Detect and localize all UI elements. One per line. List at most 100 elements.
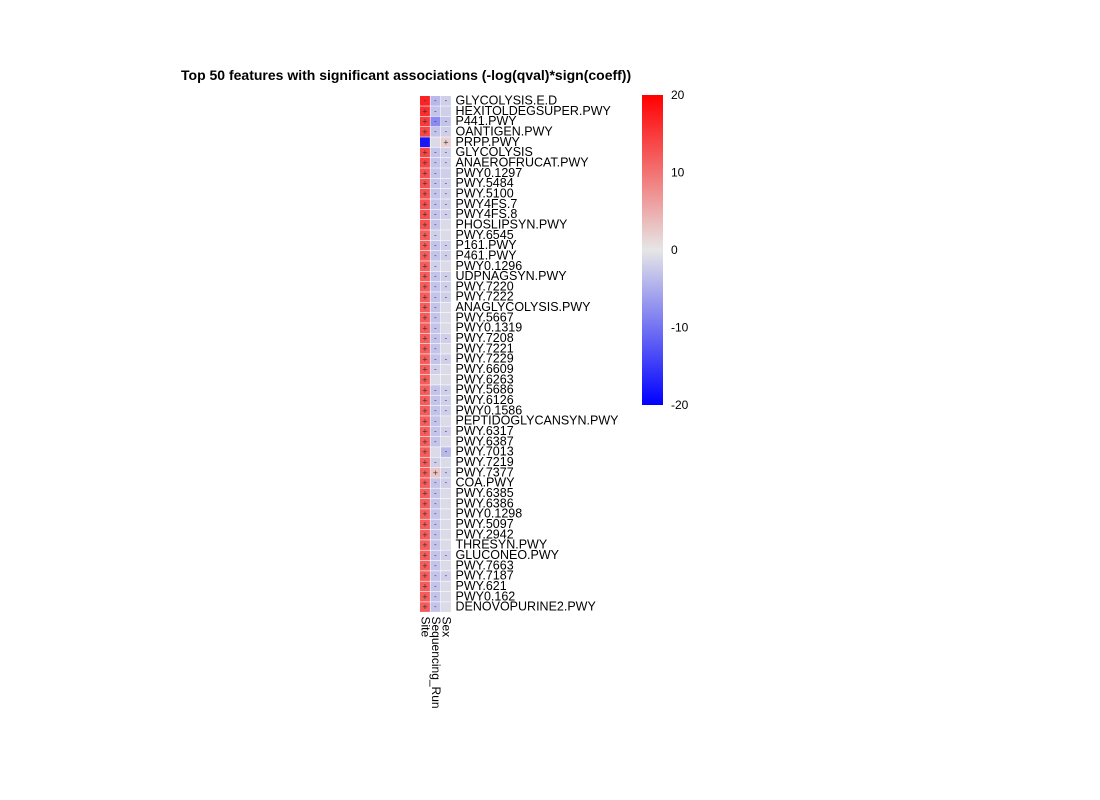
cell-sign-label: - [445, 572, 448, 580]
cell-sign-label: + [422, 583, 428, 591]
heatmap-cell [430, 261, 441, 272]
cell-sign-label: + [422, 593, 428, 601]
heatmap-cell [441, 581, 451, 592]
heatmap-cell [441, 550, 451, 561]
row-label: PRPP.PWY [456, 135, 521, 149]
heatmap-cell [441, 560, 451, 571]
cell-sign-label: + [422, 531, 428, 539]
cell-sign-label: - [434, 407, 437, 415]
heatmap-cells [420, 96, 451, 612]
row-label: PWY.7221 [456, 341, 514, 355]
cell-sign-label: - [445, 211, 448, 219]
row-label: P461.PWY [456, 248, 518, 262]
cell-sign-label: + [422, 200, 428, 208]
heatmap-cell [420, 529, 430, 540]
heatmap-cell [441, 292, 451, 302]
cell-sign-label: - [434, 521, 437, 529]
heatmap-cell [441, 364, 451, 375]
cell-sign-label: + [422, 541, 428, 549]
heatmap-cell [441, 323, 451, 333]
cell-sign-label: - [434, 562, 437, 570]
heatmap-cell [420, 509, 430, 519]
heatmap-cell [441, 137, 451, 148]
heatmap-cell [441, 116, 451, 127]
cell-sign-label: - [434, 490, 437, 498]
cell-sign-label: + [422, 169, 428, 177]
cell-sign-label: + [422, 500, 428, 508]
cell-sign-label: - [445, 273, 448, 281]
heatmap-cell [430, 106, 441, 117]
heatmap-cell [441, 416, 451, 426]
row-label: PWY.2942 [456, 527, 514, 541]
heatmap-cell [420, 581, 430, 592]
heatmap-cell [420, 116, 430, 127]
cell-sign-label: - [434, 593, 437, 601]
heatmap-cell [430, 333, 441, 344]
row-label: PWY.6317 [456, 424, 514, 438]
row-label: PWY.7219 [456, 455, 514, 469]
heatmap-cell [430, 116, 441, 127]
cell-sign-label: + [422, 521, 428, 529]
heatmap-cell [430, 219, 441, 230]
heatmap-cell [430, 509, 441, 519]
row-label: PWY0.162 [456, 589, 516, 603]
row-label: PWY0.1298 [456, 507, 523, 521]
row-label: PWY.6126 [456, 393, 514, 407]
heatmap-cell [430, 550, 441, 561]
heatmap-cell [420, 261, 430, 272]
heatmap-cell [441, 395, 451, 406]
heatmap-cell [420, 550, 430, 561]
heatmap-cell [420, 96, 430, 106]
cell-sign-label: - [434, 500, 437, 508]
cell-sign-label: - [434, 386, 437, 394]
heatmap-cell [441, 509, 451, 519]
heatmap-cell [430, 385, 441, 395]
heatmap-cell [420, 364, 430, 375]
cell-sign-label: + [422, 345, 428, 353]
row-label: PWY.6387 [456, 434, 514, 448]
heatmap-cell-signs: - - -+ -+ - -+ - -- ++ - -+ - -+ -+ - -+ - -+ - -+ - -+ -+ -+ - -… [422, 97, 449, 611]
cell-sign-label: - [445, 552, 448, 560]
cell-sign-label: - [434, 128, 437, 136]
row-label: PWY.5100 [456, 186, 514, 200]
row-label: ANAGLYCOLYSIS.PWY [456, 300, 592, 314]
row-label: PWY.5667 [456, 310, 514, 324]
heatmap-cell [420, 106, 430, 117]
row-label: GLUCONEO.PWY [456, 548, 560, 562]
colorbar-tick-label: 20 [671, 88, 685, 102]
heatmap-cell [420, 240, 430, 251]
heatmap-cell [420, 333, 430, 344]
heatmap-cell [420, 219, 430, 230]
heatmap-cell [420, 147, 430, 158]
heatmap-cell [441, 571, 451, 581]
cell-sign-label: + [422, 128, 428, 136]
heatmap-cell [420, 602, 430, 612]
cell-sign-label: - [434, 531, 437, 539]
heatmap-cell [420, 271, 430, 282]
heatmap-cell [430, 540, 441, 550]
cell-sign-label: + [422, 490, 428, 498]
cell-sign-label: - [434, 345, 437, 353]
heatmap-cell [430, 602, 441, 612]
cell-sign-label: + [422, 304, 428, 312]
heatmap-cell [430, 571, 441, 581]
cell-sign-label: - [445, 386, 448, 394]
heatmap-cell [430, 374, 441, 385]
row-label: PWY.6609 [456, 362, 514, 376]
heatmap-cell [430, 302, 441, 313]
cell-sign-label: + [422, 397, 428, 405]
heatmap-cell [430, 416, 441, 426]
heatmap-cell [441, 250, 451, 261]
heatmap-cell [430, 96, 441, 106]
row-label: PWY.7663 [456, 558, 514, 572]
heatmap-cell [441, 488, 451, 499]
cell-sign-label: - [434, 428, 437, 436]
cell-sign-label: - [434, 262, 437, 270]
heatmap-cell [420, 591, 430, 602]
column-label: Site [419, 617, 433, 638]
heatmap-cell [430, 281, 441, 292]
heatmap-cell [430, 488, 441, 499]
heatmap-cell [430, 405, 441, 416]
cell-sign-label: + [443, 138, 449, 146]
